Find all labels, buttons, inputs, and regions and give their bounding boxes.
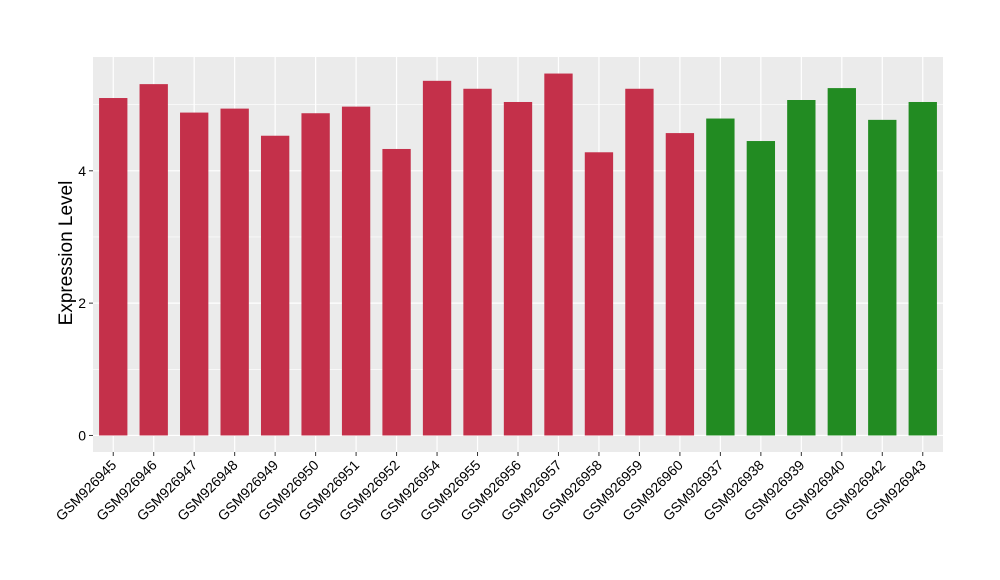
x-axis: GSM926945GSM926946GSM926947GSM926948GSM9… [52,452,929,524]
bar-GSM926949 [260,135,290,436]
y-axis: 0 2 4 [78,163,93,443]
bar-GSM926956 [503,101,533,436]
bar-GSM926951 [341,106,371,436]
y-tick-label: 4 [78,163,86,179]
bar-GSM926954 [422,80,452,436]
bar-GSM926957 [544,73,573,436]
bar-GSM926952 [382,148,411,436]
bar-GSM926946 [139,84,168,436]
bar-GSM926942 [868,119,897,436]
y-tick-label: 2 [78,295,86,311]
bar-GSM926938 [746,141,776,436]
bar-GSM926937 [706,118,735,436]
bar-GSM926950 [301,113,330,436]
bar-GSM926960 [665,133,695,436]
bars [99,73,937,436]
bar-GSM926940 [827,88,856,436]
bar-GSM926939 [787,100,816,436]
bar-GSM926948 [220,108,249,436]
bar-GSM926945 [99,98,128,436]
bar-GSM926958 [584,152,614,436]
y-tick-label: 0 [78,427,86,443]
y-axis-title: Expression Level [56,181,77,326]
bar-GSM926955 [463,88,492,436]
bar-GSM926943 [908,101,937,436]
bar-GSM926959 [625,88,654,436]
bar-GSM926947 [180,112,209,436]
